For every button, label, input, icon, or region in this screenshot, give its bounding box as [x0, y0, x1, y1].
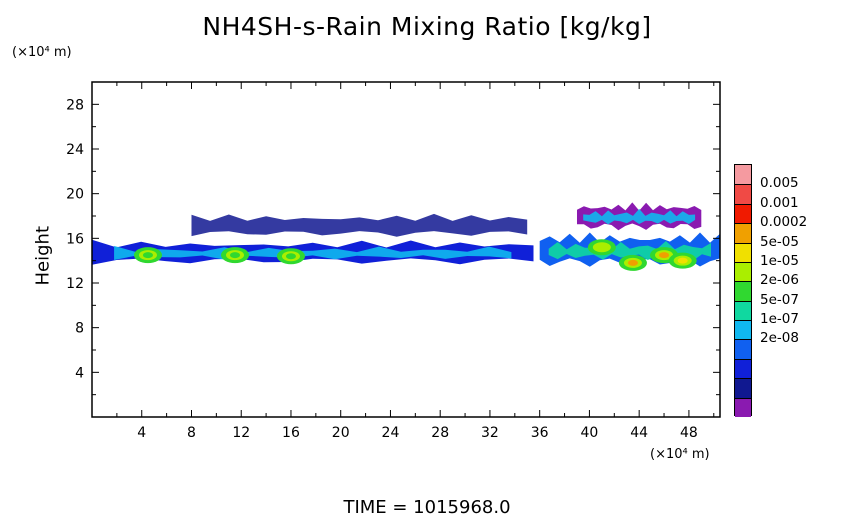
cloud-core-inner: [627, 259, 638, 266]
colorbar-swatch: [735, 378, 751, 398]
colorbar-swatch: [735, 320, 751, 340]
colorbar-swatch: [735, 339, 751, 359]
colorbar-swatch: [735, 397, 751, 417]
cloud-core-inner: [230, 252, 241, 259]
x-tick-label: 28: [431, 425, 449, 441]
x-tick-label: 44: [630, 425, 648, 441]
y-tick-label: 4: [75, 365, 84, 381]
colorbar-swatch: [735, 261, 751, 282]
cloud-core-inner: [285, 253, 296, 260]
x-tick-label: 16: [282, 425, 300, 441]
x-tick-label: 12: [232, 425, 250, 441]
cloud-band-inner: [583, 208, 696, 225]
colorbar-swatch: [735, 242, 751, 262]
x-tick-label: 40: [581, 425, 599, 441]
y-tick-label: 28: [66, 97, 84, 113]
x-tick-label: 8: [187, 425, 196, 441]
cloud-core-inner: [142, 252, 153, 259]
plot-frame: [91, 81, 721, 418]
cloud-band: [191, 213, 528, 237]
colorbar-label: 2e-06: [760, 272, 799, 289]
colorbar-swatch: [735, 300, 751, 321]
x-tick-label: 48: [680, 425, 698, 441]
y-tick-label: 24: [66, 142, 84, 158]
colorbar: [734, 164, 752, 417]
cloud-band-inner: [114, 245, 512, 260]
colorbar-label: 1e-05: [760, 252, 799, 269]
chart-title: NH4SH-s-Rain Mixing Ratio [kg/kg]: [202, 12, 652, 41]
y-tick-label: 20: [66, 187, 84, 203]
colorbar-label: 0.005: [760, 175, 799, 192]
cloud-core-inner: [659, 252, 670, 259]
x-unit-label: (×10⁴ m): [650, 447, 710, 462]
colorbar-swatch: [735, 203, 751, 224]
y-tick-label: 12: [66, 276, 84, 292]
colorbar-label: 1e-07: [760, 311, 799, 328]
cloud-core-inner: [596, 244, 607, 251]
colorbar-label: 0.0002: [760, 214, 808, 231]
colorbar-label: 2e-08: [760, 330, 799, 347]
x-tick-label: 24: [382, 425, 400, 441]
cloud-core-inner: [677, 257, 688, 264]
colorbar-swatch: [735, 165, 751, 185]
colorbar-label: 5e-05: [760, 233, 799, 250]
colorbar-swatch: [735, 358, 751, 379]
time-footer: TIME = 1015968.0: [343, 497, 511, 518]
colorbar-swatch: [735, 184, 751, 204]
colorbar-label: 5e-07: [760, 291, 799, 308]
y-tick-label: 16: [66, 231, 84, 247]
colorbar-label: 0.001: [760, 194, 799, 211]
y-tick-label: 8: [75, 321, 84, 337]
x-tick-label: 20: [332, 425, 350, 441]
colorbar-swatch: [735, 281, 751, 301]
y-unit-label: (×10⁴ m): [12, 45, 72, 60]
x-tick-label: 4: [137, 425, 146, 441]
colorbar-swatch: [735, 223, 751, 243]
x-tick-label: 36: [531, 425, 549, 441]
x-tick-label: 32: [481, 425, 499, 441]
